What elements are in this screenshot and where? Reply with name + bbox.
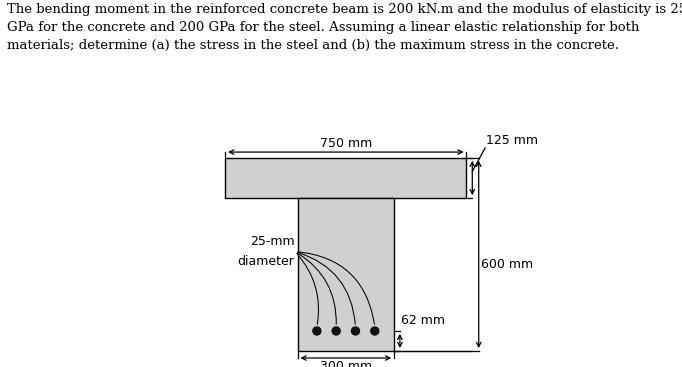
Text: 300 mm: 300 mm xyxy=(320,360,372,367)
Text: diameter: diameter xyxy=(237,255,295,268)
Text: The bending moment in the reinforced concrete beam is 200 kN.m and the modulus o: The bending moment in the reinforced con… xyxy=(7,3,682,52)
Text: 750 mm: 750 mm xyxy=(320,137,372,150)
Bar xyxy=(297,198,394,351)
Text: 125 mm: 125 mm xyxy=(486,134,538,146)
Text: 600 mm: 600 mm xyxy=(481,258,533,270)
Circle shape xyxy=(313,327,321,335)
Circle shape xyxy=(351,327,359,335)
Text: 25-mm: 25-mm xyxy=(250,235,295,248)
Circle shape xyxy=(332,327,340,335)
Circle shape xyxy=(371,327,379,335)
Bar xyxy=(225,158,466,198)
Text: 62 mm: 62 mm xyxy=(401,314,445,327)
